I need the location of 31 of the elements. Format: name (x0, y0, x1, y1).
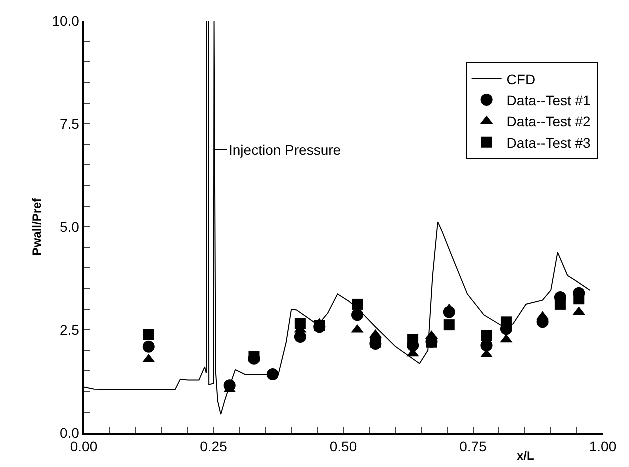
legend-label: Data--Test #1 (506, 92, 592, 108)
point (481, 330, 492, 342)
x-axis-title: x/L (517, 449, 534, 463)
x-tick-label: 1.00 (589, 438, 617, 455)
y-tick-label: 7.5 (60, 116, 80, 132)
point (554, 298, 566, 310)
point (574, 294, 585, 305)
point (294, 318, 306, 330)
point (143, 329, 154, 340)
y-tick-label: 10.0 (52, 12, 80, 29)
x-tick-label: 0.00 (70, 438, 98, 455)
y-tick-label: 0.0 (60, 424, 80, 441)
legend-label: Data--Test #3 (506, 134, 592, 151)
point (500, 316, 512, 328)
x-tick-label: 0.50 (330, 438, 358, 455)
point (426, 336, 438, 348)
point (352, 309, 364, 322)
point (444, 320, 455, 331)
legend-label: Data--Test #2 (506, 114, 592, 130)
x-tick-label: 0.25 (200, 438, 228, 455)
point (142, 340, 155, 353)
annotation: Injection Pressure (229, 142, 342, 158)
point (248, 351, 260, 362)
y-tick-label: 2.5 (60, 322, 80, 338)
y-tick-label: 5.0 (60, 218, 80, 235)
point (408, 334, 419, 346)
point (266, 368, 279, 380)
point (352, 298, 364, 310)
legend-label: CFD (506, 71, 536, 88)
x-tick-label: 0.75 (460, 438, 488, 455)
y-axis-title: Pwall/Pref (30, 197, 44, 256)
